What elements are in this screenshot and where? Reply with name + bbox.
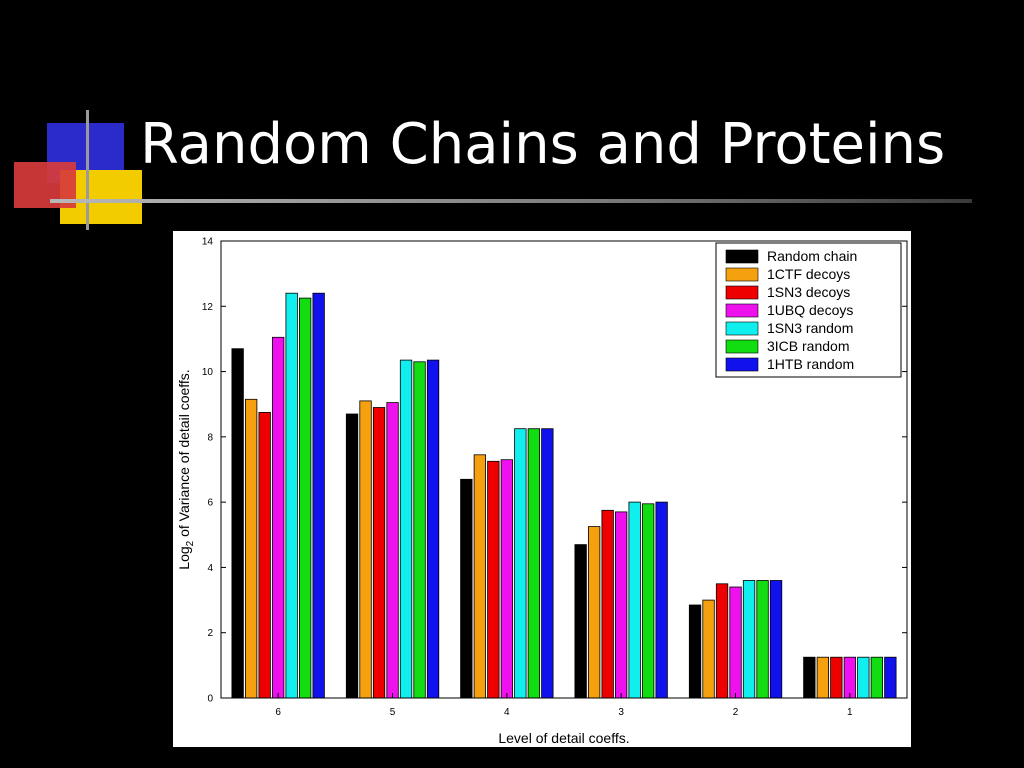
bar-1sn3-random-level-2 [742,580,756,699]
bar-chart: 0 2 4 6 8 10 12 14 6 5 4 3 2 1 Level of detail coeff… [176,237,908,746]
bar-1ctf-decoys-level-2 [702,599,715,699]
bar-1sn3-decoys-level-5 [372,407,386,699]
bar-1htb-random-level-6 [312,292,325,699]
plot-frame [220,240,908,699]
bar-1ubq-decoys-level-2 [729,586,742,699]
x-tick-label: 4 [504,707,510,718]
legend-label: 1UBQ decoys [767,302,853,318]
y-tick-label: 0 [207,694,213,705]
bar-3icb-random-level-1 [870,656,883,699]
bar-1sn3-random-level-3 [628,501,641,699]
legend-swatch [725,267,759,282]
bar-1sn3-decoys-level-2 [715,583,729,699]
bar-random-chain-level-4 [460,478,473,699]
bar-random-chain-level-2 [688,604,702,699]
bar-1htb-random-level-3 [655,501,668,699]
bar-1sn3-random-level-5 [399,359,413,699]
title-underline [50,199,972,203]
y-tick-label: 12 [202,302,214,313]
y-axis-label: Log2 of Variance of detail coeffs. [176,369,196,569]
x-tick-label: 3 [618,707,624,718]
bar-1sn3-random-level-1 [857,656,870,699]
chart-panel: 0 2 4 6 8 10 12 14 6 5 4 3 2 1 Level of detail coeff… [173,231,911,747]
bar-1ctf-decoys-level-5 [359,400,372,699]
decor-vertical-line [86,110,89,230]
bar-3icb-random-level-5 [413,361,426,699]
legend-swatch [725,339,759,354]
bar-1ctf-decoys-level-6 [245,398,258,699]
bar-random-chain-level-5 [345,413,359,699]
y-tick-label: 10 [202,367,214,378]
bar-random-chain-level-1 [803,656,816,699]
bar-1htb-random-level-4 [541,428,554,699]
legend-swatch [725,285,759,300]
bar-random-chain-level-6 [231,348,244,699]
bar-1ubq-decoys-level-3 [614,511,628,699]
bar-1htb-random-level-5 [426,359,440,699]
legend-label: 1SN3 decoys [767,284,850,300]
bar-1sn3-random-level-4 [514,428,527,699]
bar-1ubq-decoys-level-6 [272,336,285,699]
bar-3icb-random-level-2 [756,580,769,699]
x-tick-label: 2 [733,707,739,718]
bar-1sn3-decoys-level-3 [601,509,614,699]
bar-1ubq-decoys-level-1 [843,656,856,699]
bar-1ctf-decoys-level-4 [473,454,487,699]
slide-title: Random Chains and Proteins [140,112,946,177]
bar-1sn3-decoys-level-6 [258,411,271,699]
y-tick-label: 4 [207,563,213,574]
legend-label: 1SN3 random [767,320,853,336]
legend-label: 1HTB random [767,356,854,372]
x-axis-label: Level of detail coeffs. [498,730,629,746]
bar-1htb-random-level-2 [769,580,783,699]
legend: Random chain 1CTF decoys 1SN3 decoys 1UBQ d… [715,242,902,378]
y-tick-label: 14 [202,237,214,248]
bar-1ubq-decoys-level-5 [386,402,399,699]
bar-3icb-random-level-4 [527,428,541,699]
y-tick-label: 8 [207,432,213,443]
legend-label: 1CTF decoys [767,266,850,282]
bar-1ubq-decoys-level-4 [500,459,514,699]
legend-swatch [725,357,759,372]
bar-1sn3-decoys-level-1 [830,656,843,699]
bar-1ctf-decoys-level-1 [816,656,829,699]
y-tick-label: 2 [207,628,213,639]
y-tick-label: 6 [207,498,213,509]
bar-1sn3-decoys-level-4 [487,460,500,699]
legend-swatch [725,321,759,336]
bar-3icb-random-level-3 [641,503,655,699]
bar-1ctf-decoys-level-3 [587,526,601,699]
bar-3icb-random-level-6 [299,297,312,699]
x-tick-label: 5 [390,707,396,718]
bar-1htb-random-level-1 [884,656,897,699]
bar-random-chain-level-3 [574,544,587,699]
legend-label: Random chain [767,248,857,264]
x-tick-label: 1 [847,707,853,718]
x-tick-label: 6 [275,707,281,718]
legend-swatch [725,249,759,264]
legend-label: 3ICB random [767,338,849,354]
legend-swatch [725,303,759,318]
bar-1sn3-random-level-6 [285,292,298,699]
